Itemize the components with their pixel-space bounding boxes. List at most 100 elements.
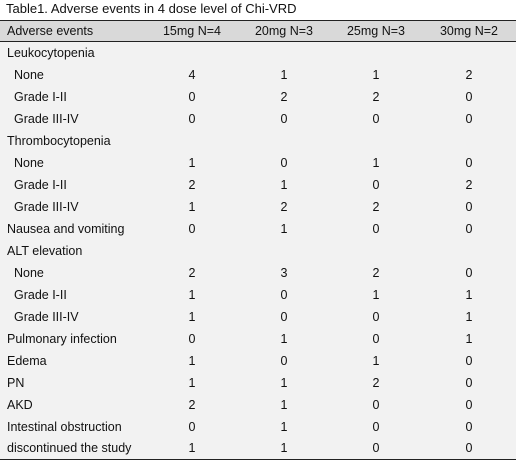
- header-25mg: 25mg N=3: [330, 20, 422, 42]
- cell-value: 1: [280, 419, 288, 434]
- cell-value: 2: [372, 265, 380, 280]
- row-label: Thrombocytopenia: [7, 133, 111, 148]
- row-label: Nausea and vomiting: [7, 221, 125, 236]
- cell-value: 0: [465, 353, 473, 368]
- cell-value: 0: [280, 353, 288, 368]
- table-row: None 2 3 2 0: [0, 261, 516, 284]
- table-row: discontinued the study 1 1 0 0: [0, 437, 516, 460]
- cell-value: 0: [465, 265, 473, 280]
- cell-value: 1: [372, 67, 380, 82]
- cell-value: 2: [372, 89, 380, 104]
- table-row: Grade III-IV 1 2 2 0: [0, 195, 516, 218]
- cell-value: 0: [465, 221, 473, 236]
- cell-value: 1: [188, 199, 196, 214]
- table-row: Thrombocytopenia: [0, 129, 516, 152]
- cell-value: [330, 130, 422, 152]
- row-sublabel: Grade I-II: [14, 89, 67, 104]
- cell-value: 1: [238, 437, 330, 460]
- row-label: discontinued the study: [0, 437, 146, 460]
- cell-value: 1: [188, 375, 196, 390]
- table-row: None 1 0 1 0: [0, 151, 516, 174]
- table-row: Grade I-II 0 2 2 0: [0, 85, 516, 108]
- table-row: Edema 1 0 1 0: [0, 349, 516, 372]
- cell-value: [238, 130, 330, 152]
- cell-value: 1: [280, 67, 288, 82]
- cell-value: 0: [465, 155, 473, 170]
- cell-value: 1: [372, 155, 380, 170]
- cell-value: 0: [280, 309, 288, 324]
- header-15mg: 15mg N=4: [146, 20, 238, 42]
- cell-value: 0: [465, 89, 473, 104]
- row-sublabel: None: [14, 155, 44, 170]
- cell-value: 2: [465, 177, 473, 192]
- cell-value: 0: [422, 437, 516, 460]
- cell-value: [330, 240, 422, 262]
- header-row: Adverse events 15mg N=4 20mg N=3 25mg N=…: [0, 20, 516, 42]
- row-label: AKD: [7, 397, 33, 412]
- cell-value: 0: [280, 111, 288, 126]
- table-body: Leukocytopenia None 4 1 1 2 Grade I-II 0 2 2 0 Grad…: [0, 41, 516, 460]
- cell-value: 1: [188, 353, 196, 368]
- cell-value: 0: [188, 419, 196, 434]
- cell-value: 0: [465, 199, 473, 214]
- cell-value: 0: [188, 221, 196, 236]
- cell-value: 0: [188, 331, 196, 346]
- adverse-events-table: Adverse events 15mg N=4 20mg N=3 25mg N=…: [0, 20, 516, 460]
- row-sublabel: Grade I-II: [14, 287, 67, 302]
- table-row: Grade I-II 2 1 0 2: [0, 173, 516, 196]
- row-sublabel: Grade I-II: [14, 177, 67, 192]
- cell-value: 0: [280, 287, 288, 302]
- cell-value: 0: [465, 397, 473, 412]
- table-row: None 4 1 1 2: [0, 63, 516, 86]
- header-20mg: 20mg N=3: [238, 20, 330, 42]
- cell-value: 0: [372, 221, 380, 236]
- cell-value: 1: [465, 287, 473, 302]
- cell-value: [146, 240, 238, 262]
- row-label: ALT elevation: [7, 243, 83, 258]
- cell-value: 1: [188, 155, 196, 170]
- cell-value: 2: [188, 177, 196, 192]
- cell-value: 1: [188, 309, 196, 324]
- cell-value: 3: [280, 265, 288, 280]
- cell-value: 0: [372, 397, 380, 412]
- cell-value: [146, 130, 238, 152]
- cell-value: 2: [372, 199, 380, 214]
- cell-value: 0: [372, 111, 380, 126]
- cell-value: 2: [188, 265, 196, 280]
- cell-value: 0: [372, 419, 380, 434]
- row-label: Pulmonary infection: [7, 331, 117, 346]
- cell-value: 0: [188, 89, 196, 104]
- cell-value: [146, 42, 238, 64]
- cell-value: [238, 42, 330, 64]
- cell-value: 2: [280, 89, 288, 104]
- cell-value: 0: [280, 155, 288, 170]
- cell-value: 0: [372, 331, 380, 346]
- cell-value: 1: [465, 331, 473, 346]
- cell-value: [422, 240, 516, 262]
- row-label: Edema: [7, 353, 47, 368]
- cell-value: [422, 130, 516, 152]
- table-row: Grade III-IV 0 0 0 0: [0, 107, 516, 130]
- table-row: AKD 2 1 0 0: [0, 393, 516, 416]
- row-label: Intestinal obstruction: [7, 419, 122, 434]
- table-row: ALT elevation: [0, 239, 516, 262]
- table-row: Pulmonary infection 0 1 0 1: [0, 327, 516, 350]
- cell-value: 0: [188, 111, 196, 126]
- cell-value: 0: [465, 375, 473, 390]
- cell-value: 0: [372, 309, 380, 324]
- table-row: Grade III-IV 1 0 0 1: [0, 305, 516, 328]
- cell-value: 1: [280, 375, 288, 390]
- cell-value: 0: [330, 437, 422, 460]
- row-label: Leukocytopenia: [7, 45, 95, 60]
- cell-value: 1: [372, 287, 380, 302]
- row-sublabel: None: [14, 67, 44, 82]
- cell-value: [330, 42, 422, 64]
- cell-value: 2: [188, 397, 196, 412]
- cell-value: 2: [465, 67, 473, 82]
- cell-value: 1: [280, 177, 288, 192]
- cell-value: 0: [372, 177, 380, 192]
- cell-value: 1: [372, 353, 380, 368]
- row-sublabel: Grade III-IV: [14, 111, 79, 126]
- cell-value: 4: [188, 67, 196, 82]
